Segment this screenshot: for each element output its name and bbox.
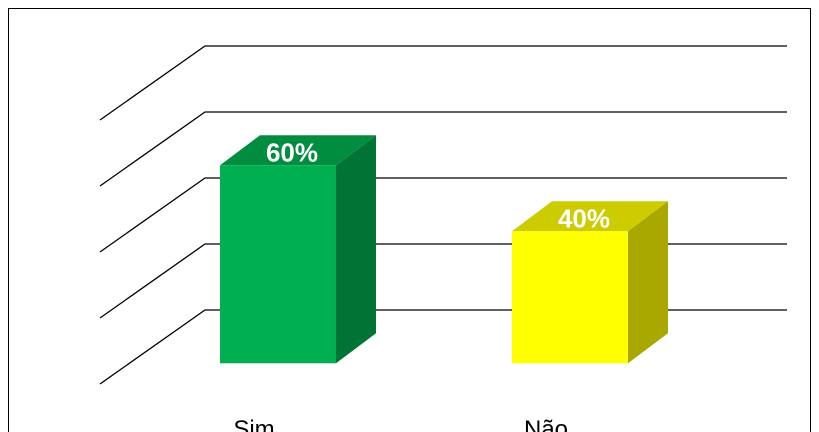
- chart-frame: [8, 8, 811, 432]
- bar-side: [628, 201, 668, 364]
- bar: [512, 231, 628, 364]
- bar: [220, 165, 336, 364]
- plot-area: 60% Sim 40% Não: [99, 45, 787, 432]
- x-tick-label: Sim: [233, 416, 274, 432]
- data-label: 40%: [558, 203, 610, 233]
- bar-side: [336, 135, 376, 364]
- grid-line: [99, 45, 787, 121]
- bar-top: [220, 135, 376, 166]
- data-label: 60%: [266, 137, 318, 167]
- bar-top: [512, 201, 668, 232]
- grid-line: [99, 177, 787, 253]
- x-tick-label: Não: [524, 416, 568, 432]
- grid-line: [99, 111, 787, 187]
